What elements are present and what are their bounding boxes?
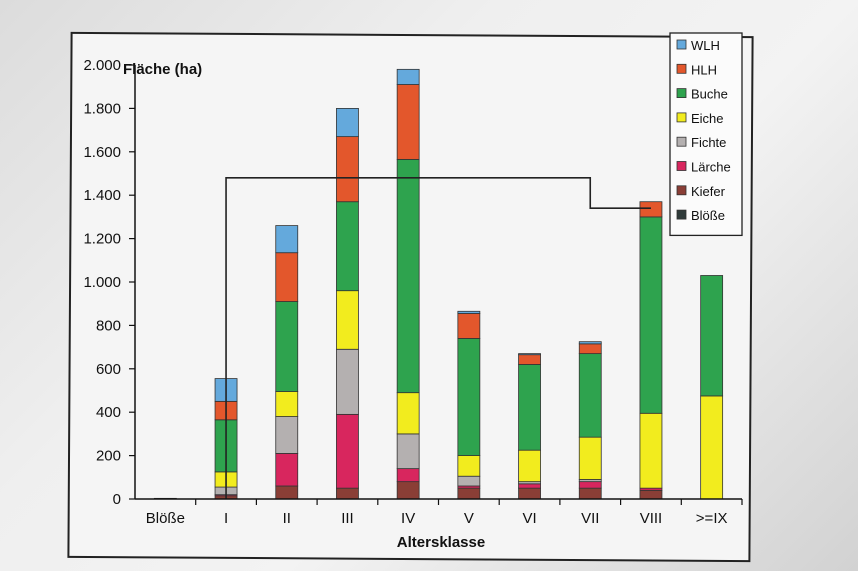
bar-segment bbox=[578, 341, 602, 345]
legend-swatch bbox=[676, 88, 687, 98]
bar-segment bbox=[518, 449, 541, 483]
legend-label: Eiche bbox=[691, 111, 724, 126]
axes: 0 200 400 600 800 1.000 1.200 1.400 1.600 1.800 2.… bbox=[83, 57, 743, 527]
bar-segment bbox=[336, 290, 359, 350]
y-tick-label: 2.000 bbox=[83, 57, 121, 74]
bar-segment bbox=[578, 487, 602, 500]
bar-segment bbox=[275, 391, 299, 417]
bar-segment bbox=[578, 481, 602, 489]
bar-segment bbox=[639, 216, 663, 414]
reference-step-line bbox=[225, 177, 651, 499]
bar-segment bbox=[275, 301, 299, 392]
bar-segment bbox=[700, 395, 724, 500]
plot-area bbox=[153, 68, 724, 500]
bar-segment bbox=[457, 310, 481, 314]
bar-segment bbox=[275, 453, 299, 487]
bar-segment bbox=[396, 433, 420, 470]
bar-segment bbox=[518, 487, 541, 500]
legend-swatch bbox=[676, 112, 687, 123]
x-tick-label: VI bbox=[522, 510, 536, 527]
legend-swatch bbox=[676, 63, 687, 74]
y-tick-label: 600 bbox=[96, 361, 121, 378]
bar-segment bbox=[639, 412, 663, 489]
bar-segment bbox=[639, 489, 663, 500]
bar-segment bbox=[457, 455, 481, 477]
legend-swatch bbox=[676, 39, 687, 50]
legend-label: WLH bbox=[691, 38, 720, 53]
bar-segment bbox=[396, 481, 420, 500]
x-axis-label: Altersklasse bbox=[397, 534, 485, 551]
y-tick-label: 0 bbox=[113, 491, 121, 508]
bar-segment bbox=[457, 313, 481, 339]
x-tick-label: II bbox=[283, 510, 291, 527]
x-tick-label: VII bbox=[581, 510, 599, 527]
bar-segment bbox=[336, 136, 359, 203]
bar-segment bbox=[396, 392, 420, 435]
bar-segment bbox=[457, 475, 481, 487]
legend: WLH HLH Buche Eiche Fichte Lärche Kiefer Blöße bbox=[669, 32, 743, 237]
y-tick-label: 1.600 bbox=[83, 144, 121, 161]
y-tick-label: 800 bbox=[96, 317, 121, 334]
bar-segment bbox=[396, 68, 420, 85]
legend-label: Buche bbox=[691, 87, 728, 102]
x-tick-label: IV bbox=[401, 510, 415, 527]
legend-swatch bbox=[676, 161, 687, 171]
bar-segment bbox=[518, 353, 541, 356]
bar-segment bbox=[578, 343, 602, 355]
bar-segment bbox=[275, 225, 299, 254]
bar-segment bbox=[518, 483, 541, 489]
bar-segment bbox=[275, 416, 299, 454]
y-tick-label: 1.200 bbox=[83, 231, 121, 248]
bar-segment bbox=[396, 468, 420, 483]
bar-segment bbox=[578, 436, 602, 480]
legend-label: Fichte bbox=[691, 135, 726, 150]
bar-segment bbox=[396, 158, 420, 394]
bar-segment bbox=[336, 487, 359, 500]
legend-swatch bbox=[676, 209, 687, 220]
legend-label: Blöße bbox=[691, 208, 725, 223]
bar-segment bbox=[639, 201, 663, 218]
bar-segment bbox=[518, 364, 541, 451]
legend-swatch bbox=[676, 136, 687, 147]
bar-segment bbox=[336, 201, 359, 292]
bar-segment bbox=[457, 338, 481, 457]
bar-segment bbox=[518, 354, 541, 365]
bar-segment bbox=[336, 348, 359, 415]
bar-segment bbox=[578, 353, 602, 438]
legend-label: Kiefer bbox=[691, 184, 726, 199]
bar-segment bbox=[457, 487, 481, 500]
bar-segment bbox=[275, 485, 299, 500]
bar-segment bbox=[396, 84, 420, 160]
x-tick-label: III bbox=[341, 510, 354, 527]
y-tick-label: 1.800 bbox=[83, 100, 121, 117]
y-axis-label: Fläche (ha) bbox=[123, 61, 202, 78]
legend-label: HLH bbox=[691, 62, 717, 77]
bar-segment bbox=[336, 108, 359, 138]
legend-swatch bbox=[676, 185, 687, 196]
x-tick-label: V bbox=[464, 510, 474, 527]
x-tick-label: I bbox=[224, 510, 228, 527]
y-tick-label: 400 bbox=[96, 404, 121, 421]
bar-segment bbox=[275, 252, 299, 302]
y-tick-label: 1.000 bbox=[83, 274, 121, 291]
x-tick-label: Blöße bbox=[146, 510, 185, 527]
x-tick-label: VIII bbox=[640, 510, 663, 527]
x-tick-label: >=IX bbox=[696, 510, 728, 527]
bar-segment bbox=[336, 413, 359, 489]
legend-label: Lärche bbox=[691, 160, 731, 175]
y-tick-label: 1.400 bbox=[83, 187, 121, 204]
bar-segment bbox=[700, 275, 724, 397]
y-tick-label: 200 bbox=[96, 448, 121, 465]
